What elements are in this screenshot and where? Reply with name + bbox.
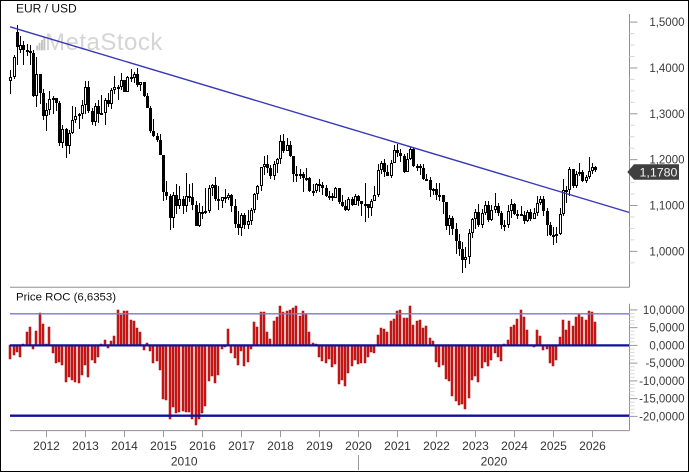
svg-text:2026: 2026 (579, 439, 606, 453)
svg-text:1,1780: 1,1780 (640, 165, 678, 179)
svg-text:2014: 2014 (111, 439, 138, 453)
svg-text:2022: 2022 (423, 439, 450, 453)
svg-text:10,0000: 10,0000 (643, 305, 685, 317)
svg-text:2020: 2020 (345, 439, 372, 453)
svg-text:2015: 2015 (150, 439, 177, 453)
svg-text:EUR / USD: EUR / USD (16, 1, 77, 15)
svg-text:1,5000: 1,5000 (649, 17, 684, 29)
svg-text:2013: 2013 (72, 439, 99, 453)
svg-text:5,0000: 5,0000 (649, 323, 684, 335)
svg-text:2016: 2016 (189, 439, 216, 453)
svg-text:2019: 2019 (306, 439, 333, 453)
svg-text:1,2000: 1,2000 (649, 155, 684, 167)
svg-text:2010: 2010 (171, 455, 198, 469)
svg-text:-15,0000: -15,0000 (639, 394, 684, 406)
svg-text:2012: 2012 (33, 439, 60, 453)
svg-text:1,1000: 1,1000 (649, 201, 684, 213)
svg-text:Price ROC (6,6353): Price ROC (6,6353) (16, 292, 116, 304)
svg-text:-10,0000: -10,0000 (639, 376, 684, 388)
svg-text:-20,0000: -20,0000 (639, 411, 684, 423)
svg-text:2017: 2017 (228, 439, 255, 453)
svg-text:1,3000: 1,3000 (649, 109, 684, 121)
svg-text:1,4000: 1,4000 (649, 63, 684, 75)
svg-text:-5,0000: -5,0000 (645, 358, 684, 370)
svg-text:2023: 2023 (462, 439, 489, 453)
svg-text:2021: 2021 (384, 439, 411, 453)
svg-text:2024: 2024 (501, 439, 528, 453)
svg-text:2020: 2020 (481, 455, 508, 469)
svg-text:2025: 2025 (540, 439, 567, 453)
svg-text:1,0000: 1,0000 (649, 246, 684, 258)
svg-text:2018: 2018 (267, 439, 294, 453)
svg-text:0,0000: 0,0000 (649, 340, 684, 352)
